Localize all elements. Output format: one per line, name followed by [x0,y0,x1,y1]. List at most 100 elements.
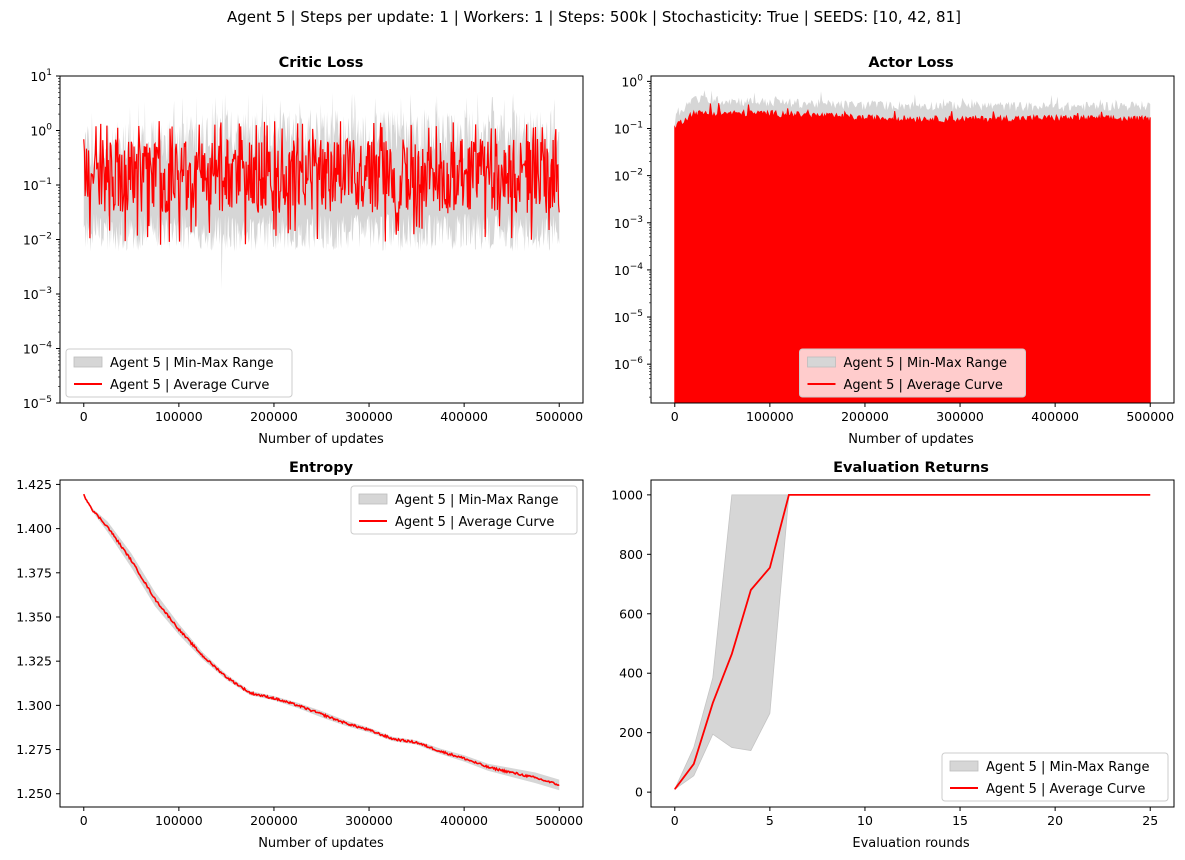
critic-xtick-label: 300000 [345,409,393,424]
eval-ytick-label: 800 [619,547,643,562]
eval-ytick-label: 400 [619,666,643,681]
critic-xtick-label: 0 [80,409,88,424]
actor-xtick-label: 300000 [936,409,984,424]
eval-xtick-label: 20 [1047,813,1063,828]
eval-xtick-label: 15 [952,813,968,828]
entropy-legend-average-label: Agent 5 | Average Curve [395,515,554,530]
eval-ytick-label: 200 [619,725,643,740]
actor-axes-frame [650,75,1175,404]
actor-ytick-label: 10−5 [614,309,643,325]
actor-loss-xlabel: Number of updates [848,432,974,447]
evaluation-returns-title: Evaluation Returns [833,460,989,476]
actor-legend-range-swatch [807,356,836,368]
actor-ytick-label: 10−2 [614,168,643,184]
critic-legend-box [65,348,293,398]
entropy-average-curve [83,493,560,787]
entropy-xtick-label: 100000 [155,813,203,828]
eval-xtick-label: 0 [671,813,679,828]
critic-ytick-label: 101 [30,68,52,84]
entropy-plot: 0 100000 200000 300000 400000 500000 1.250 1.27… [16,477,584,828]
entropy-panel: Entropy Number of updates [258,460,384,851]
critic-ytick-label: 10−1 [23,177,52,193]
entropy-ytick-label: 1.375 [16,565,52,580]
actor-ytick-label: 10−6 [614,356,643,372]
actor-series [674,90,1151,403]
actor-plot: 0 100000 200000 300000 400000 500000 10−6 10−5 1… [614,73,1175,424]
entropy-legend-range-swatch [358,493,388,505]
entropy-min-max-band [83,494,560,791]
eval-ytick-label: 0 [635,785,643,800]
entropy-legend-range-label: Agent 5 | Min-Max Range [395,493,559,508]
entropy-ytick-label: 1.400 [16,521,52,536]
critic-ytick-label: 10−2 [23,232,52,248]
actor-legend-range-label: Agent 5 | Min-Max Range [844,356,1008,371]
entropy-ytick-label: 1.250 [16,786,52,801]
critic-ytick-label: 10−5 [23,395,52,411]
critic-plot: 0 100000 200000 300000 400000 500000 10−5 10−4 1… [23,68,584,424]
actor-xtick-label: 0 [671,409,679,424]
critic-xtick-label: 100000 [155,409,203,424]
entropy-ytick-label: 1.325 [16,654,52,669]
figure-suptitle: Agent 5 | Steps per update: 1 | Workers:… [227,8,961,26]
critic-series [83,92,560,290]
critic-xtick-label: 400000 [440,409,488,424]
eval-legend-box [941,752,1169,802]
critic-xtick-label: 500000 [535,409,583,424]
entropy-xtick-label: 300000 [345,813,393,828]
eval-average-curve [674,493,1151,790]
eval-axes-frame [650,479,1175,808]
eval-xtick-label: 5 [766,813,774,828]
entropy-legend-box [350,485,578,535]
entropy-xtick-label: 0 [80,813,88,828]
actor-legend-box [799,348,1026,398]
actor-xtick-label: 200000 [841,409,889,424]
entropy-ytick-label: 1.300 [16,698,52,713]
critic-loss-title: Critic Loss [279,55,364,71]
entropy-xtick-label: 500000 [535,813,583,828]
actor-xtick-label: 500000 [1126,409,1174,424]
entropy-xtick-label: 400000 [440,813,488,828]
entropy-series [83,493,560,791]
eval-ytick-label: 1000 [611,487,643,502]
entropy-xlabel: Number of updates [258,836,384,851]
critic-legend-range-label: Agent 5 | Min-Max Range [110,356,274,371]
eval-legend-average-label: Agent 5 | Average Curve [986,782,1145,797]
actor-ytick-label: 10−4 [614,262,643,278]
entropy-axes-frame [59,479,584,808]
critic-average-curve [83,121,560,245]
critic-legend-range-swatch [73,356,103,368]
actor-legend-average-label: Agent 5 | Average Curve [844,378,1003,393]
eval-plot: 0 5 10 15 20 25 0 200 400 600 800 1000 Agent 5 | Min… [611,479,1175,828]
eval-legend: Agent 5 | Min-Max Range Agent 5 | Average… [941,752,1169,802]
critic-legend-average-label: Agent 5 | Average Curve [110,378,269,393]
eval-xtick-label: 10 [857,813,873,828]
eval-series [673,493,1151,791]
entropy-legend: Agent 5 | Min-Max Range Agent 5 | Average… [350,485,578,535]
critic-ytick-label: 10−4 [23,341,52,357]
actor-ytick-label: 10−3 [614,215,643,231]
critic-loss-panel: Critic Loss Number of updates [258,55,384,447]
critic-legend: Agent 5 | Min-Max Range Agent 5 | Average… [65,348,293,398]
evaluation-returns-panel: Evaluation Returns Evaluation rounds [833,460,989,851]
eval-xtick-label: 25 [1142,813,1158,828]
critic-ytick-label: 10−3 [23,286,52,302]
eval-ytick-label: 600 [619,606,643,621]
actor-ytick-label: 100 [621,73,643,89]
entropy-ytick-label: 1.350 [16,609,52,624]
entropy-ytick-label: 1.425 [16,477,52,492]
eval-legend-range-swatch [949,760,979,772]
critic-xtick-label: 200000 [250,409,298,424]
actor-xtick-label: 100000 [746,409,794,424]
actor-legend: Agent 5 | Min-Max Range Agent 5 | Average… [799,348,1026,398]
critic-loss-xlabel: Number of updates [258,432,384,447]
eval-min-max-band [673,494,1151,791]
eval-legend-range-label: Agent 5 | Min-Max Range [986,760,1150,775]
actor-loss-title: Actor Loss [868,55,953,71]
actor-ytick-label: 10−1 [614,121,643,137]
evaluation-returns-xlabel: Evaluation rounds [852,836,969,851]
entropy-title: Entropy [289,460,354,476]
entropy-ytick-label: 1.275 [16,742,52,757]
critic-ytick-label: 100 [30,123,52,139]
actor-loss-panel: Actor Loss Number of updates [848,55,974,447]
